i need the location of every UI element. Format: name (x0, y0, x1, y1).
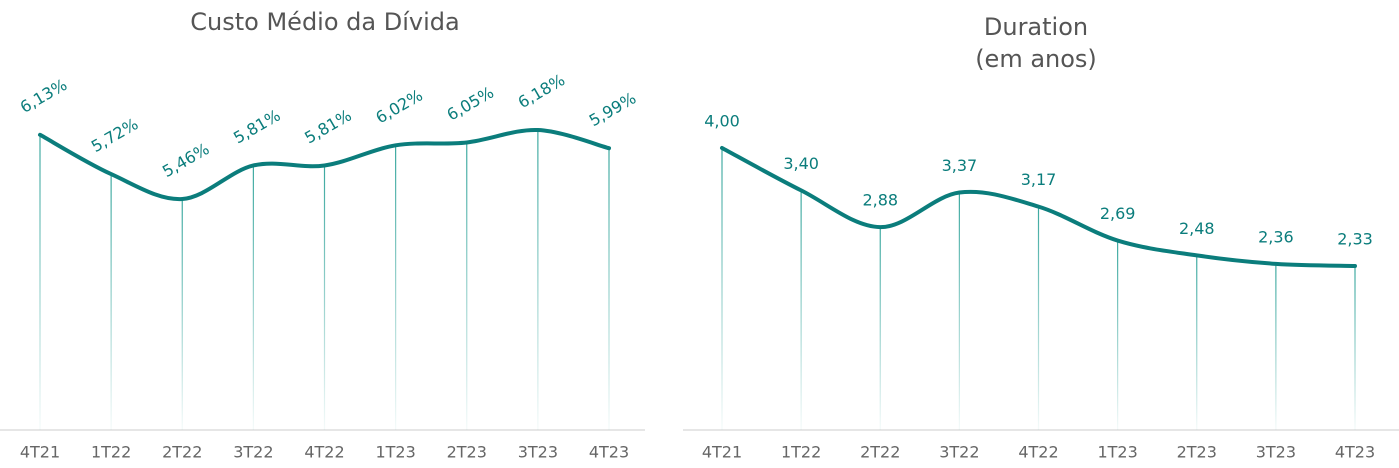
chart-title: Duration (984, 13, 1088, 41)
drop-line (110, 174, 112, 430)
x-tick-label: 4T21 (20, 443, 60, 462)
data-label: 6,02% (372, 86, 426, 128)
data-label: 5,72% (88, 114, 142, 156)
x-tick-label: 4T22 (1018, 443, 1058, 462)
data-label: 4,00 (704, 112, 740, 131)
drop-line (466, 142, 468, 431)
data-label: 3,37 (942, 156, 978, 175)
drop-line (879, 227, 881, 430)
drop-line (181, 199, 183, 430)
data-label: 2,48 (1179, 219, 1215, 238)
data-label: 6,13% (17, 75, 71, 117)
drop-line (1275, 263, 1277, 430)
drop-line (1196, 255, 1198, 430)
drop-line (608, 148, 610, 431)
chart-title: Custo Médio da Dívida (190, 8, 459, 36)
drop-line (958, 192, 960, 430)
data-label: 3,17 (1021, 170, 1057, 189)
x-tick-label: 3T23 (518, 443, 558, 462)
drop-line (39, 134, 41, 430)
drop-line (395, 145, 397, 431)
data-label: 6,18% (515, 70, 569, 112)
drop-line (252, 165, 254, 431)
data-label: 3,40 (783, 154, 819, 173)
data-label: 2,69 (1100, 204, 1136, 223)
line (720, 146, 1357, 268)
x-tick-label: 1T23 (1097, 443, 1137, 462)
chart-subtitle: (em anos) (975, 45, 1097, 73)
x-tick-label: 3T23 (1256, 443, 1296, 462)
x-tick-label: 4T23 (589, 443, 629, 462)
x-tick-label: 1T23 (375, 443, 415, 462)
drop-line (323, 165, 326, 431)
drop-line (537, 130, 539, 430)
x-tick-label: 2T22 (162, 443, 202, 462)
x-tick-label: 4T21 (702, 443, 742, 462)
data-label: 2,88 (862, 191, 898, 210)
x-tick-label: 1T22 (781, 443, 821, 462)
data-label: 2,36 (1258, 227, 1294, 246)
drop-line (1354, 266, 1356, 430)
x-tick-label: 3T22 (939, 443, 979, 462)
data-label: 5,46% (159, 139, 213, 181)
x-tick-label: 2T23 (447, 443, 487, 462)
x-tick-label: 3T22 (233, 443, 273, 462)
x-tick-label: 2T23 (1177, 443, 1217, 462)
x-tick-label: 4T22 (304, 443, 344, 462)
drop-line (1037, 206, 1040, 430)
drop-line (1117, 240, 1119, 430)
data-label: 2,33 (1337, 230, 1373, 249)
x-tick-label: 4T23 (1335, 443, 1375, 462)
x-tick-label: 1T22 (91, 443, 131, 462)
x-tick-label: 2T22 (860, 443, 900, 462)
data-label: 6,05% (443, 83, 497, 125)
data-label: 5,81% (230, 106, 284, 148)
data-label: 5,99% (586, 88, 640, 130)
drop-line (800, 190, 802, 430)
line (38, 127, 611, 202)
data-label: 5,81% (301, 106, 355, 148)
drop-line (721, 148, 723, 430)
